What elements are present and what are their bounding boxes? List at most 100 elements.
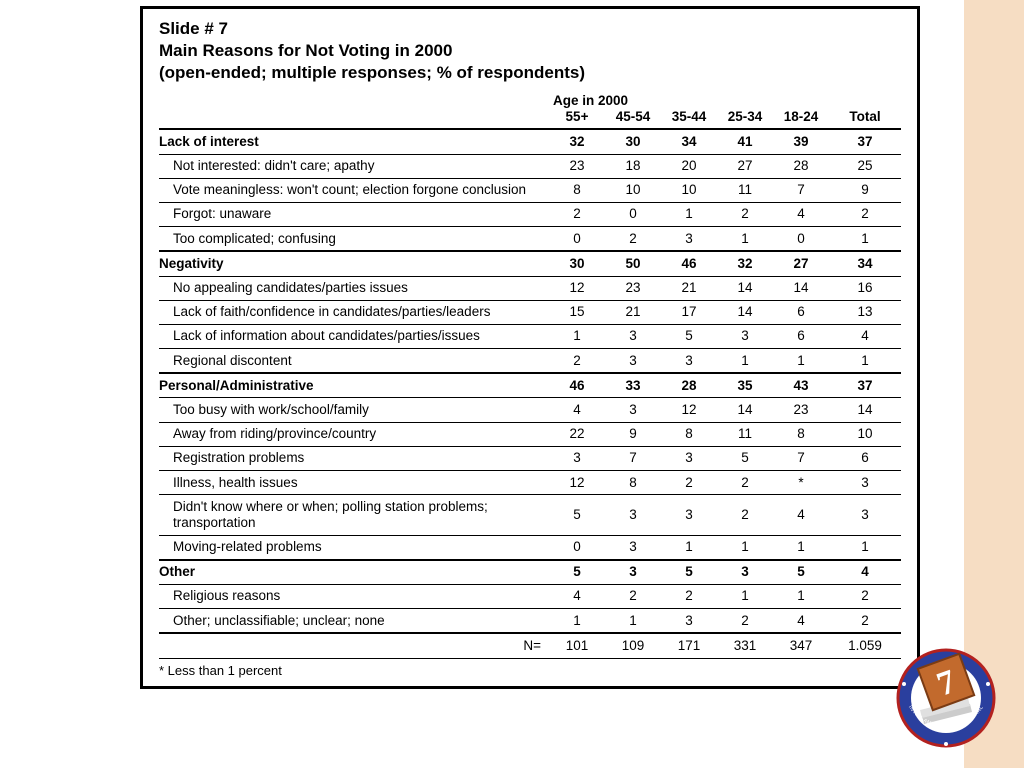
category-value: 3 (605, 560, 661, 585)
sub-row-value: 3 (661, 495, 717, 535)
sub-row-value: 2 (605, 227, 661, 252)
category-value: 5 (773, 560, 829, 585)
sub-row-value: 14 (773, 276, 829, 300)
column-header: Total (829, 109, 901, 130)
sub-row-value: 23 (549, 154, 605, 178)
sub-row-value: 21 (661, 276, 717, 300)
category-value: 32 (549, 129, 605, 154)
category-label: Lack of interest (159, 129, 549, 154)
sub-row-value: 20 (661, 154, 717, 178)
column-header: 25-34 (717, 109, 773, 130)
sub-row-value: 3 (605, 495, 661, 535)
sub-row-value: 1 (773, 584, 829, 608)
sub-row-value: 2 (549, 349, 605, 374)
sub-row-label: Too busy with work/school/family (159, 398, 549, 422)
category-value: 46 (549, 373, 605, 398)
category-value: 35 (717, 373, 773, 398)
sub-row-value: 2 (829, 202, 901, 226)
sub-row-value: 11 (717, 422, 773, 446)
sub-row-value: 3 (661, 227, 717, 252)
sub-row-value: 23 (605, 276, 661, 300)
sub-row-value: 13 (829, 300, 901, 324)
sub-row-value: 8 (661, 422, 717, 446)
sub-row-value: 4 (829, 324, 901, 348)
sub-row-value: 6 (829, 446, 901, 470)
category-label: Other (159, 560, 549, 585)
sub-row-value: 4 (773, 202, 829, 226)
sub-row-value: 22 (549, 422, 605, 446)
n-value: 347 (773, 633, 829, 658)
sub-row-value: 0 (549, 227, 605, 252)
sub-row-value: 2 (829, 584, 901, 608)
sub-row-label: Registration problems (159, 446, 549, 470)
sub-row-value: 17 (661, 300, 717, 324)
sub-row-value: 1 (829, 535, 901, 560)
sub-row-label: Other; unclassifiable; unclear; none (159, 609, 549, 634)
sub-row-value: 9 (829, 178, 901, 202)
category-label: Negativity (159, 251, 549, 276)
sub-row-value: 1 (717, 535, 773, 560)
category-value: 27 (773, 251, 829, 276)
sub-row-value: 3 (549, 446, 605, 470)
sub-row-value: 14 (717, 398, 773, 422)
category-value: 43 (773, 373, 829, 398)
sub-row-label: Didn't know where or when; polling stati… (159, 495, 549, 535)
sub-row-value: 3 (829, 471, 901, 495)
n-value: 331 (717, 633, 773, 658)
sub-row-value: 2 (717, 495, 773, 535)
sub-row-value: 12 (549, 276, 605, 300)
sub-row-value: * (773, 471, 829, 495)
sub-row-value: 2 (661, 584, 717, 608)
category-value: 33 (605, 373, 661, 398)
slide-frame: Slide # 7 Main Reasons for Not Voting in… (140, 6, 920, 689)
sub-row-value: 8 (773, 422, 829, 446)
title-block: Slide # 7 Main Reasons for Not Voting in… (159, 19, 901, 83)
sub-row-value: 0 (605, 202, 661, 226)
sub-row-value: 27 (717, 154, 773, 178)
category-label: Personal/Administrative (159, 373, 549, 398)
sub-row-label: Religious reasons (159, 584, 549, 608)
sub-row-value: 28 (773, 154, 829, 178)
sub-row-label: Vote meaningless: won't count; election … (159, 178, 549, 202)
sub-row-value: 15 (549, 300, 605, 324)
sub-row-value: 8 (549, 178, 605, 202)
sub-row-value: 14 (717, 276, 773, 300)
category-value: 28 (661, 373, 717, 398)
sub-row-value: 7 (773, 178, 829, 202)
column-header: 55+ (549, 109, 605, 130)
category-value: 30 (605, 129, 661, 154)
sub-row-value: 5 (717, 446, 773, 470)
sub-row-value: 2 (829, 609, 901, 634)
page-title: Main Reasons for Not Voting in 2000 (159, 41, 901, 61)
sub-row-value: 18 (605, 154, 661, 178)
sub-row-value: 2 (605, 584, 661, 608)
sub-row-value: 4 (549, 584, 605, 608)
sub-row-value: 1 (661, 202, 717, 226)
sub-row-value: 3 (605, 324, 661, 348)
sub-row-value: 2 (717, 609, 773, 634)
category-value: 34 (829, 251, 901, 276)
sub-row-value: 7 (773, 446, 829, 470)
sub-row-value: 6 (773, 300, 829, 324)
slide-badge-icon: 7 INTER-AMERICAN ELECTORAL (886, 632, 1006, 752)
category-value: 37 (829, 129, 901, 154)
category-value: 50 (605, 251, 661, 276)
sub-row-value: 10 (605, 178, 661, 202)
sub-row-value: 5 (549, 495, 605, 535)
sub-row-label: No appealing candidates/parties issues (159, 276, 549, 300)
sub-row-value: 1 (773, 349, 829, 374)
data-table: Age in 200055+45-5435-4425-3418-24TotalL… (159, 89, 901, 659)
sub-row-value: 2 (549, 202, 605, 226)
sub-row-value: 1 (661, 535, 717, 560)
sub-row-value: 16 (829, 276, 901, 300)
sub-row-value: 21 (605, 300, 661, 324)
sub-row-value: 4 (773, 609, 829, 634)
age-super-header: Age in 2000 (549, 89, 829, 109)
sub-row-label: Away from riding/province/country (159, 422, 549, 446)
sub-row-value: 3 (829, 495, 901, 535)
sub-row-label: Not interested: didn't care; apathy (159, 154, 549, 178)
sub-row-value: 25 (829, 154, 901, 178)
sub-row-value: 3 (605, 398, 661, 422)
sub-row-label: Lack of faith/confidence in candidates/p… (159, 300, 549, 324)
sub-row-value: 10 (829, 422, 901, 446)
